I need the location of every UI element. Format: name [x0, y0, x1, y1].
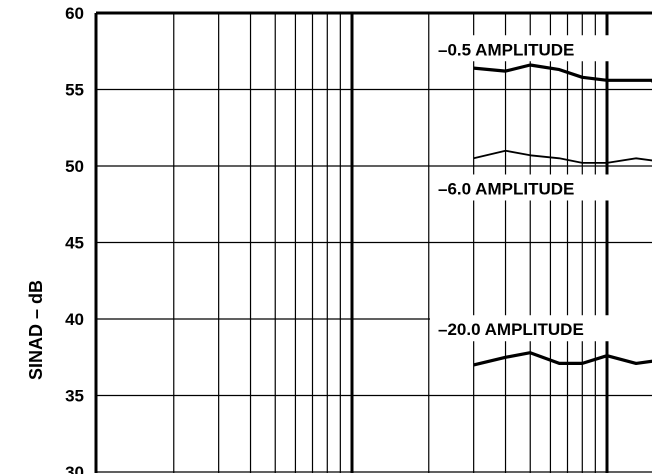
y-tick-label: 60 [65, 4, 84, 23]
series-annotation-label: –6.0 AMPLITUDE [438, 179, 574, 198]
grid-lines [96, 12, 652, 473]
y-tick-labels: 30 35 40 45 50 55 60 [65, 4, 84, 474]
annotation-background [430, 174, 652, 201]
annotation-background [430, 35, 652, 62]
y-tick-label: 30 [65, 463, 84, 474]
series-annotations: –0.5 AMPLITUDE –6.0 AMPLITUDE –20.0 AMPLIT… [430, 35, 652, 342]
chart-axes [94, 11, 652, 473]
series-annotation-label: –0.5 AMPLITUDE [438, 40, 574, 59]
y-tick-label: 45 [65, 234, 84, 253]
y-tick-label: 35 [65, 387, 84, 406]
annotation-background [430, 315, 652, 342]
y-axis-label: SINAD – dB [26, 280, 46, 380]
series-line-2 [473, 351, 652, 367]
y-tick-label: 50 [65, 157, 84, 176]
data-series [473, 63, 652, 367]
series-line-1 [473, 149, 652, 164]
series-annotation-label: –20.0 AMPLITUDE [438, 320, 584, 339]
series-line-0 [473, 63, 652, 83]
y-tick-label: 55 [65, 81, 84, 100]
y-tick-label: 40 [65, 310, 84, 329]
